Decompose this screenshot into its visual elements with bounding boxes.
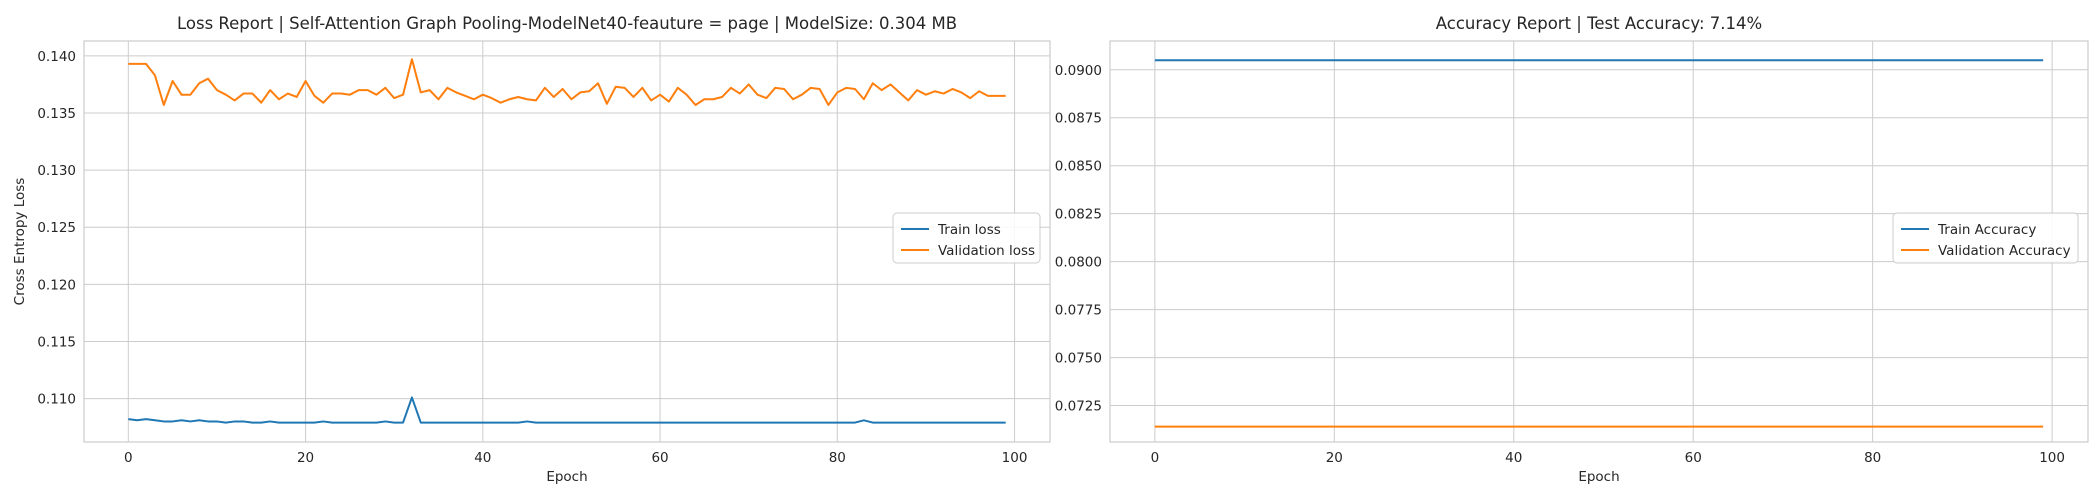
series-line-train-loss [128, 396, 1006, 424]
x-tick-label: 40 [1505, 450, 1522, 466]
legend-label: Validation loss [938, 243, 1035, 259]
y-tick-label: 0.135 [37, 106, 76, 122]
x-tick-label: 40 [474, 450, 491, 466]
legend-label: Validation Accuracy [1938, 243, 2071, 259]
y-tick-label: 0.0875 [1055, 111, 1102, 127]
loss-chart: 0 20 40 60 80 100 0.110 0.115 0.120 0.125 0.130 0.1… [12, 14, 1051, 485]
x-tick-label: 20 [1326, 450, 1343, 466]
y-tick-label: 0.125 [37, 220, 76, 236]
accuracy-chart: 0 20 40 60 80 100 0.0725 0.0750 0.0775 0.0800 0.08… [1055, 14, 2089, 485]
y-tick-label: 0.0900 [1055, 63, 1102, 79]
x-axis-label: Epoch [1578, 469, 1619, 485]
x-tick-label: 100 [2039, 450, 2065, 466]
series-line-validation-loss [128, 58, 1006, 106]
y-tick-label: 0.0750 [1055, 351, 1102, 367]
legend-label: Train loss [937, 222, 1001, 238]
x-tick-label: 80 [829, 450, 846, 466]
x-axis-label: Epoch [546, 469, 587, 485]
y-tick-label: 0.120 [37, 277, 76, 293]
y-tick-label: 0.0800 [1055, 255, 1102, 271]
y-tick-label: 0.0725 [1055, 399, 1102, 415]
chart-title: Loss Report | Self-Attention Graph Pooli… [177, 14, 957, 33]
x-tick-label: 20 [297, 450, 314, 466]
x-tick-label: 60 [1685, 450, 1702, 466]
y-axis-label: Cross Entropy Loss [12, 178, 28, 306]
x-tick-label: 60 [651, 450, 668, 466]
y-tick-label: 0.110 [37, 392, 76, 408]
y-tick-label: 0.0775 [1055, 303, 1102, 319]
legend: Train loss Validation loss [892, 212, 1041, 264]
x-tick-label: 100 [1002, 450, 1028, 466]
legend-label: Train Accuracy [1937, 222, 2036, 238]
y-tick-label: 0.115 [37, 334, 76, 350]
y-tick-label: 0.0850 [1055, 159, 1102, 175]
plot-frame [83, 40, 1051, 443]
chart-title: Accuracy Report | Test Accuracy: 7.14% [1436, 14, 1762, 33]
plot-frame [1109, 40, 2089, 443]
x-tick-label: 0 [1151, 450, 1160, 466]
x-tick-label: 80 [1864, 450, 1881, 466]
y-tick-label: 0.140 [37, 49, 76, 65]
y-tick-label: 0.0825 [1055, 207, 1102, 223]
legend: Train Accuracy Validation Accuracy [1892, 212, 2079, 264]
legend-box [1892, 212, 2079, 264]
x-tick-label: 0 [124, 450, 133, 466]
y-tick-label: 0.130 [37, 163, 76, 179]
legend-box [892, 212, 1041, 264]
